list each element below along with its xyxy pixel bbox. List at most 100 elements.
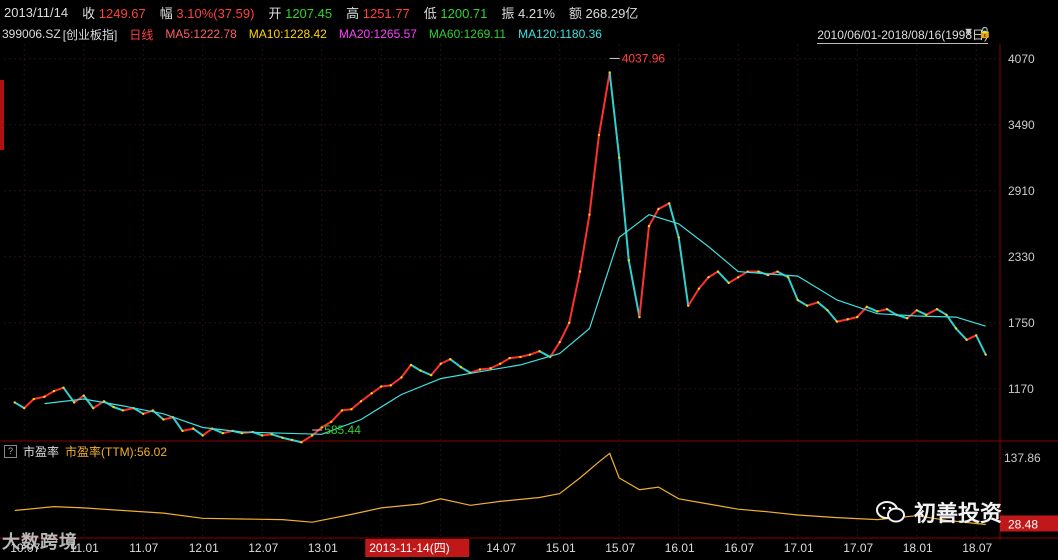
price-point [82,394,85,397]
price-segment [262,433,272,437]
y-tick-label: 3490 [1008,118,1035,132]
price-segment [608,72,621,158]
ma10-label: MA10:1228.42 [248,27,327,41]
pe-header: ? 市盈率 市盈率(TTM):56.02 [4,443,167,459]
price-segment [925,308,938,316]
price-segment [698,276,710,290]
ma-legend: 399006.SZ [创业板指] 日线 MA5:1222.78 MA10:122… [0,24,1058,44]
question-icon[interactable]: ? [4,444,17,458]
price-point [757,270,760,273]
price-point [459,365,463,369]
triangle-down-icon[interactable]: ▼ [963,26,974,38]
open-label: 开 [268,5,282,21]
price-point [201,434,204,437]
x-tick-label: 15.07 [605,541,635,555]
pe-label: 市盈率 [23,444,60,459]
price-segment [558,322,571,343]
price-point [409,363,413,367]
amount-value: 268.29亿 [585,5,639,21]
price-segment [866,305,878,313]
x-tick-label: 12.07 [248,541,278,555]
y-tick-label: 2910 [1008,184,1035,198]
price-segment [390,376,403,387]
price-point [330,420,333,423]
wechat-icon [876,500,906,524]
price-point [796,298,799,302]
watermark-right-text: 初善投资 [914,501,1003,526]
index-name: [创业板指] [62,27,118,42]
price-segment [440,358,451,365]
price-segment [499,357,511,365]
price-segment [470,368,481,374]
price-point [984,353,987,356]
ma120-line [44,214,986,435]
price-point [380,385,383,388]
pe-current-value: 28.48 [1008,517,1038,531]
price-segment [113,406,124,412]
lock-icon[interactable]: 🔒 [978,27,992,39]
price-point [419,369,422,372]
price-point [846,318,849,321]
price-segment [520,353,531,358]
price-point [657,207,660,211]
price-point [597,133,601,137]
price-point [311,434,314,437]
price-segment [33,395,45,401]
price-segment [509,355,521,360]
price-segment [658,202,670,210]
x-tick-label: 18.01 [903,541,933,555]
price-point [925,313,928,317]
price-segment [597,72,611,136]
price-segment [321,420,332,429]
amp-label: 振 [501,5,515,21]
price-point [528,353,532,356]
date-range[interactable]: 2010/06/01-2018/08/16(1998日) [817,28,988,44]
price-segment [271,433,283,439]
period-label[interactable]: 日线 [129,27,154,42]
change-label: 幅 [159,5,173,21]
price-point [588,213,591,216]
price-point [776,270,779,273]
price-point [538,350,541,353]
price-segment [687,288,700,307]
price-point [121,409,125,412]
pe-ttm-label: 市盈率(TTM):56.02 [65,444,168,459]
price-point [885,307,889,311]
price-point [638,315,641,319]
price-point [389,384,392,387]
price-segment [449,358,462,368]
price-point [935,307,939,311]
price-segment [638,225,650,318]
price-point [92,406,95,410]
price-point [608,71,611,74]
price-segment [886,308,897,316]
price-point [578,270,582,273]
price-point [806,304,809,307]
price-segment [182,427,194,432]
x-tick-label: 18.07 [962,541,992,555]
watermark-right: 初善投资 [876,496,1002,528]
pe-current-badge [1000,515,1058,532]
quote-date: 2013/11/14 [4,4,69,20]
price-segment [877,308,888,313]
price-point [618,156,621,159]
price-point [281,436,284,439]
price-segment [787,276,799,301]
price-point [300,441,303,444]
price-point [489,367,492,370]
price-point [954,327,958,330]
price-segment [648,208,660,227]
index-code[interactable]: 399006.SZ [2,27,61,41]
price-point [816,301,820,304]
price-segment [627,260,641,318]
price-point [23,406,26,410]
price-segment [133,407,144,415]
price-point [400,376,403,379]
low-value: 1200.71 [440,5,488,21]
panel-edge-marker [0,80,4,150]
peak-annotation: 4037.96 [622,51,666,65]
price-point [945,313,948,317]
price-point [350,408,353,411]
watermark-left: 大数跨境 [2,528,78,554]
